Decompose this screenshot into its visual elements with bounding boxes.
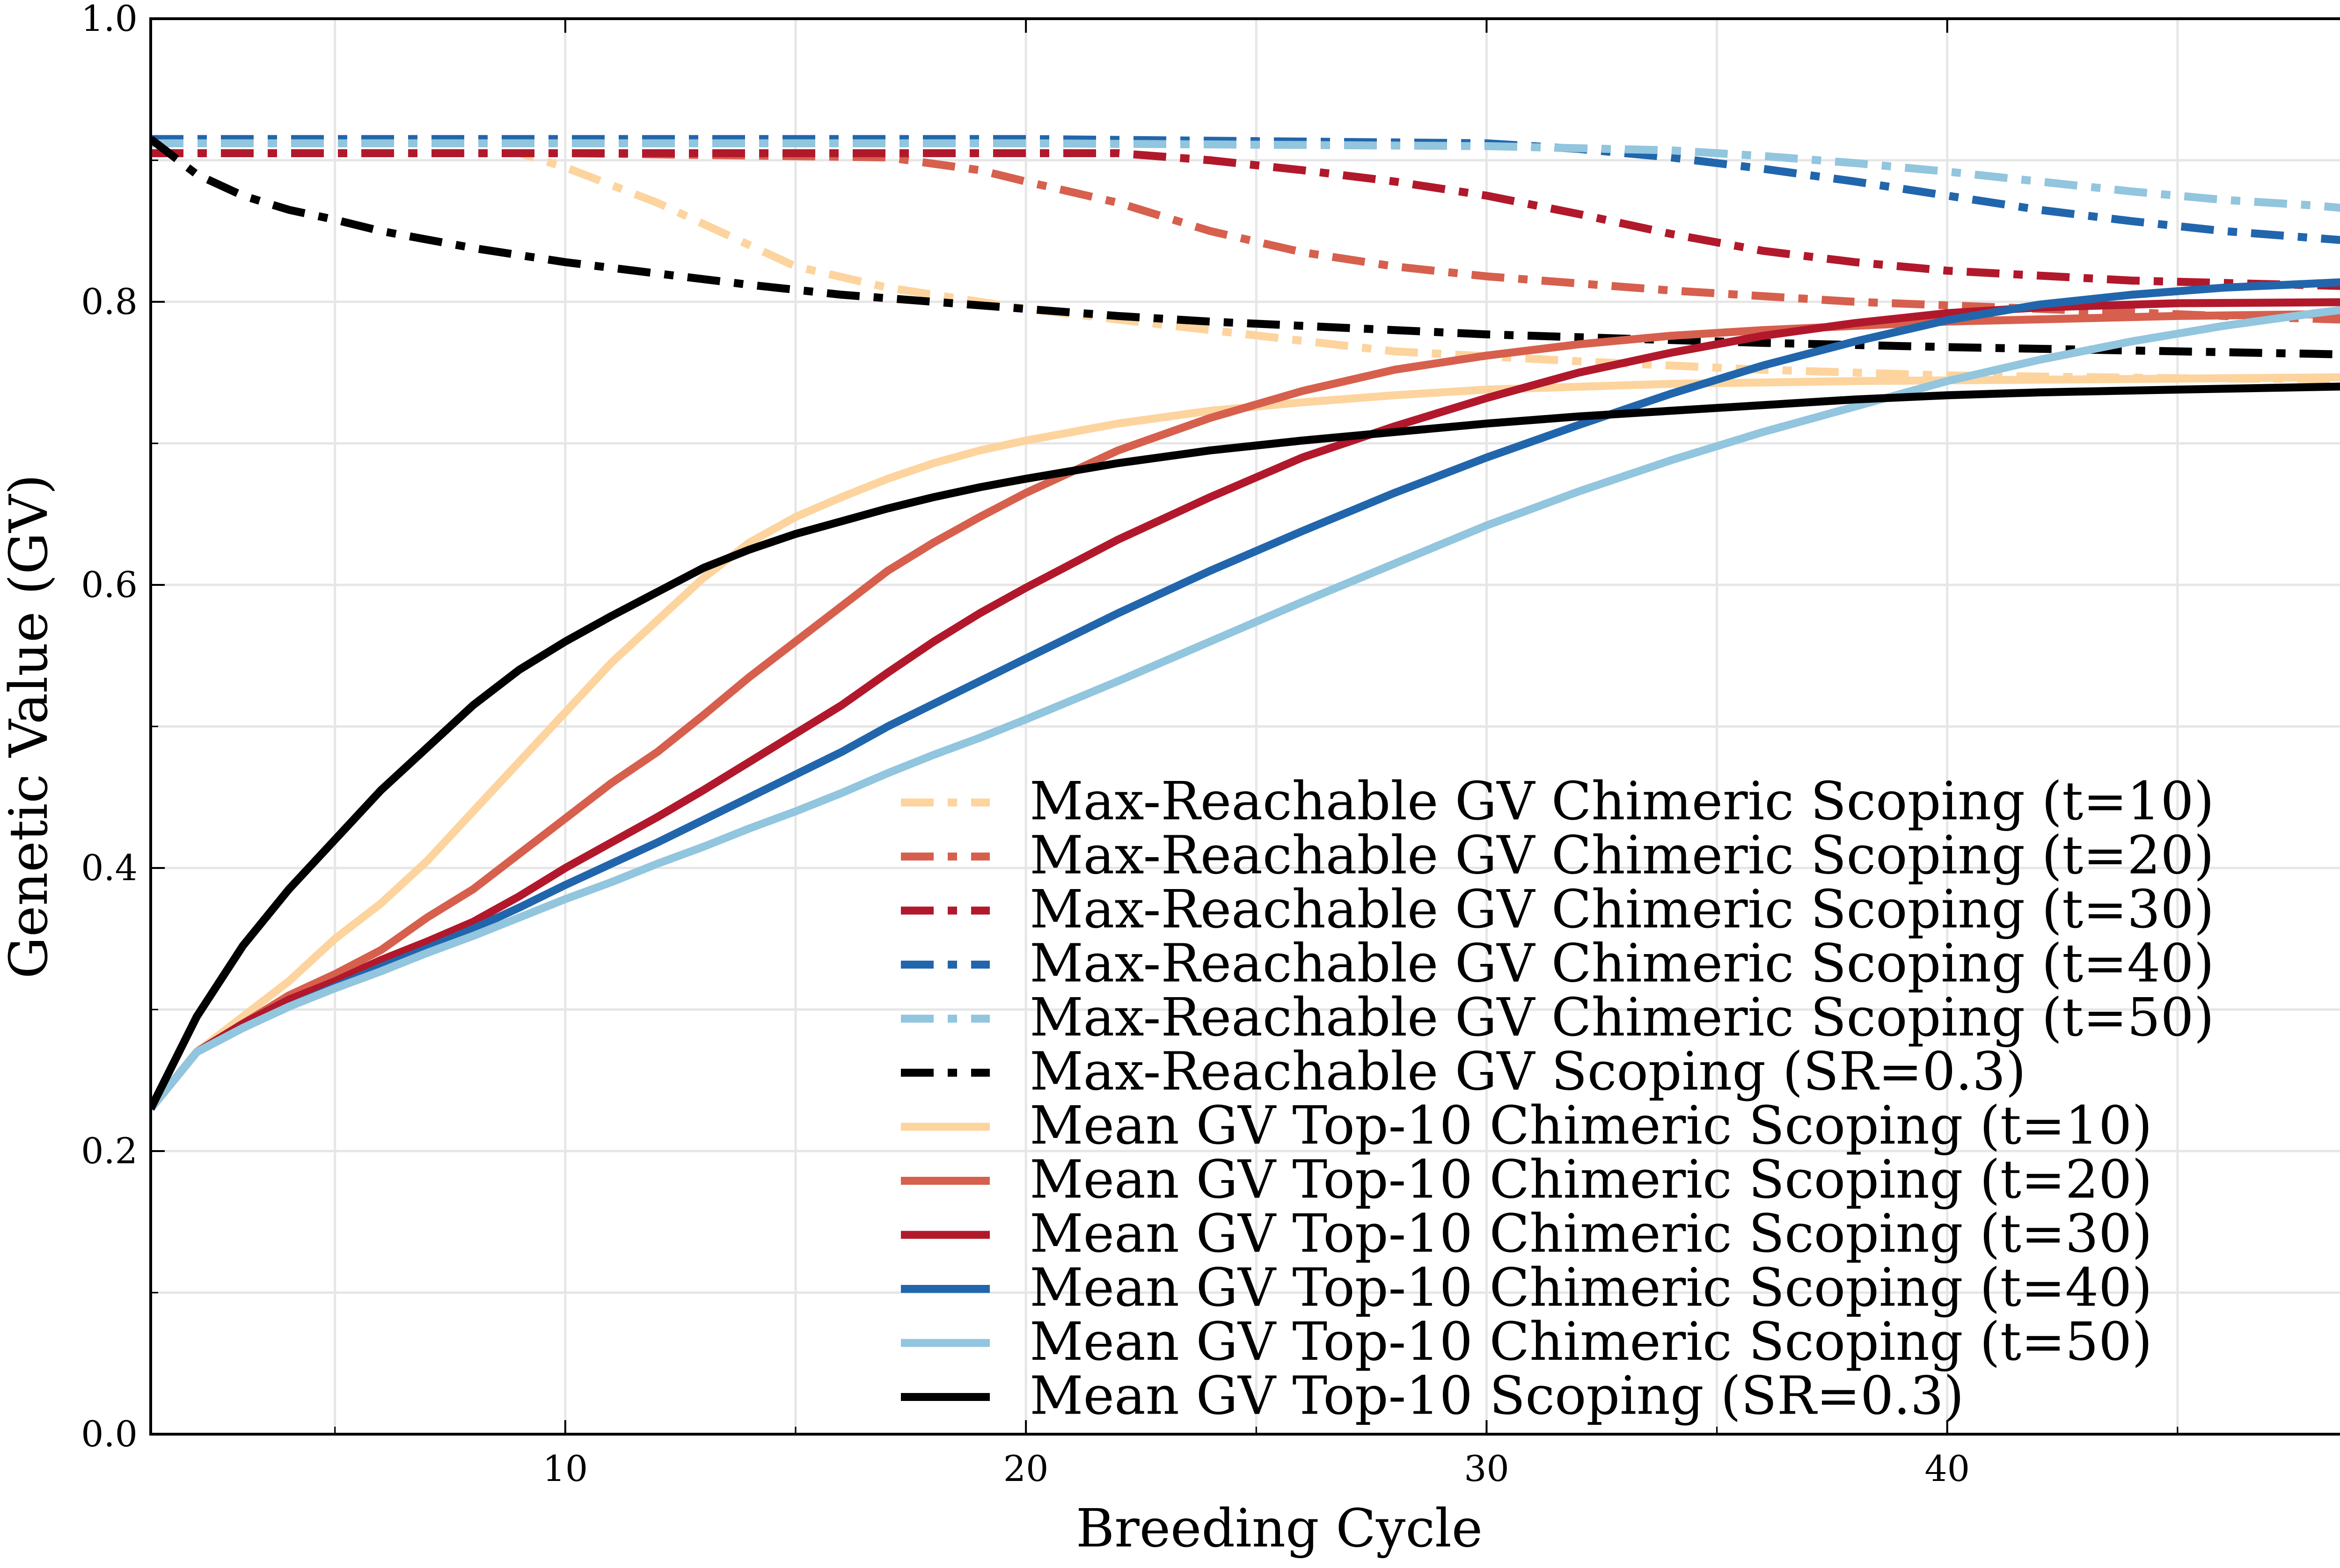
legend-label: Mean GV Top-10 Chimeric Scoping (t=10) xyxy=(1030,1095,2152,1156)
grid xyxy=(151,19,2340,1434)
plot-area xyxy=(151,135,2340,1111)
x-tick-label: 10 xyxy=(542,1448,588,1489)
series-line-12 xyxy=(151,382,2340,1111)
series-line-1 xyxy=(151,149,2340,383)
legend-label: Max-Reachable GV Chimeric Scoping (t=40) xyxy=(1030,934,2214,994)
legend-label: Max-Reachable GV Chimeric Scoping (t=20) xyxy=(1030,825,2214,886)
y-tick-label: 0.8 xyxy=(81,281,138,322)
series-line-2 xyxy=(151,149,2340,324)
legend-label: Mean GV Top-10 Chimeric Scoping (t=30) xyxy=(1030,1203,2152,1264)
legend-label: Max-Reachable GV Chimeric Scoping (t=30) xyxy=(1030,879,2214,940)
series-line-8 xyxy=(151,310,2340,1111)
x-tick-label: 40 xyxy=(1924,1448,1970,1489)
series-line-5 xyxy=(151,139,2340,212)
y-tick-label: 0.6 xyxy=(81,564,138,605)
y-tick-label: 0.0 xyxy=(81,1413,138,1455)
x-axis-title: Breeding Cycle xyxy=(1076,1498,1483,1559)
series-line-6 xyxy=(151,136,2340,358)
x-tick-label: 30 xyxy=(1464,1448,1509,1489)
legend-label: Mean GV Top-10 Chimeric Scoping (t=50) xyxy=(1030,1312,2152,1372)
legend-label: Mean GV Top-10 Scoping (SR=0.3) xyxy=(1030,1366,1964,1427)
legend-label: Mean GV Top-10 Chimeric Scoping (t=40) xyxy=(1030,1258,2152,1319)
y-tick-label: 0.4 xyxy=(81,847,138,889)
legend-label: Max-Reachable GV Scoping (SR=0.3) xyxy=(1030,1042,2026,1102)
legend-label: Max-Reachable GV Chimeric Scoping (t=10) xyxy=(1030,771,2214,832)
legend-label: Mean GV Top-10 Chimeric Scoping (t=20) xyxy=(1030,1150,2152,1211)
legend: Max-Reachable GV Chimeric Scoping (t=10)… xyxy=(901,771,2214,1427)
series-line-9 xyxy=(151,298,2340,1111)
series-line-4 xyxy=(151,135,2340,244)
x-tick-label: 20 xyxy=(1003,1448,1049,1489)
axes: 10203040500.00.20.40.60.81.0 xyxy=(81,0,2179,1489)
y-tick-label: 1.0 xyxy=(81,0,138,39)
legend-label: Max-Reachable GV Chimeric Scoping (t=50) xyxy=(1030,987,2214,1048)
series-line-3 xyxy=(151,149,2340,290)
y-axis-title: Genetic Value (GV) xyxy=(0,474,59,978)
y-tick-label: 0.2 xyxy=(81,1130,138,1172)
